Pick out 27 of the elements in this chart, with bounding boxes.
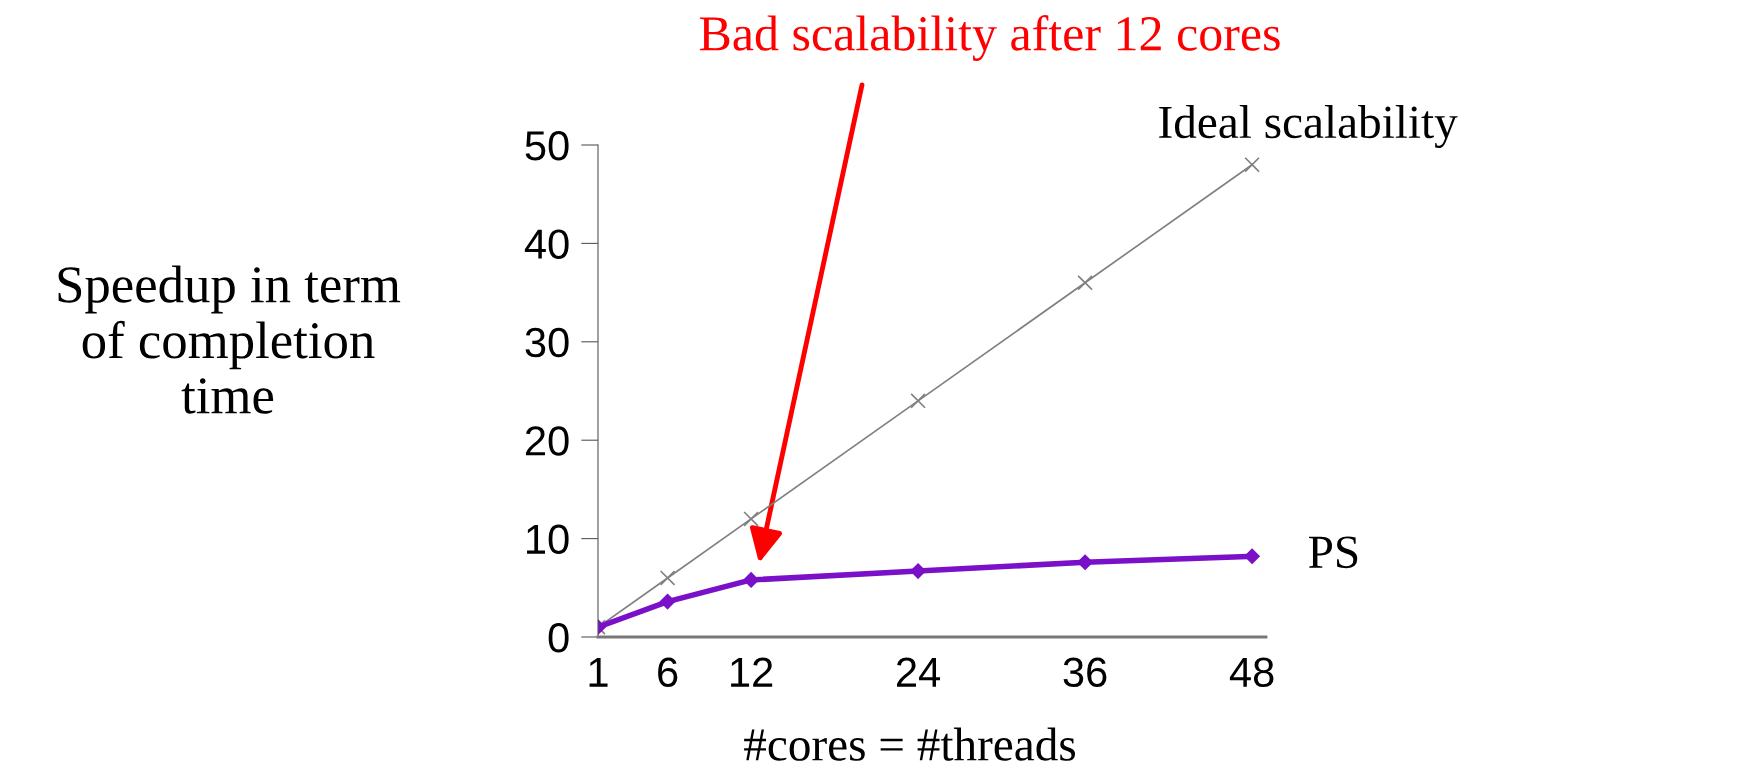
point [659, 570, 676, 586]
y-tick-label: 50 [525, 131, 569, 161]
y-tick-label: 30 [525, 327, 569, 358]
point [910, 563, 926, 579]
y-tick-label: 0 [548, 623, 569, 653]
x-tick-label: 36 [1063, 657, 1107, 688]
x-tick-label: 24 [897, 657, 941, 687]
point [659, 593, 676, 610]
y-tick-label: 10 [527, 524, 569, 555]
point [1244, 548, 1260, 565]
point [1244, 156, 1260, 173]
series-label: PS [1309, 536, 1358, 569]
point [1077, 274, 1093, 291]
point [910, 393, 926, 409]
series-label: Ideal scalability [1159, 105, 1458, 149]
x-tick-label: 6 [658, 657, 678, 688]
point [1077, 554, 1093, 570]
text: Bad scalability after 12 cores [699, 15, 1280, 61]
point [743, 511, 759, 527]
x-tick-label: 12 [731, 657, 773, 687]
point [743, 572, 759, 588]
x-tick-label: 1 [589, 657, 608, 687]
y-tick-label: 40 [524, 229, 569, 259]
x-axis-title: #cores = #threads [744, 727, 1076, 761]
x-tick-label: 48 [1229, 657, 1274, 688]
y-tick-label: 20 [525, 426, 569, 456]
y-axis-title: Speedup in term of completion time [58, 265, 401, 414]
